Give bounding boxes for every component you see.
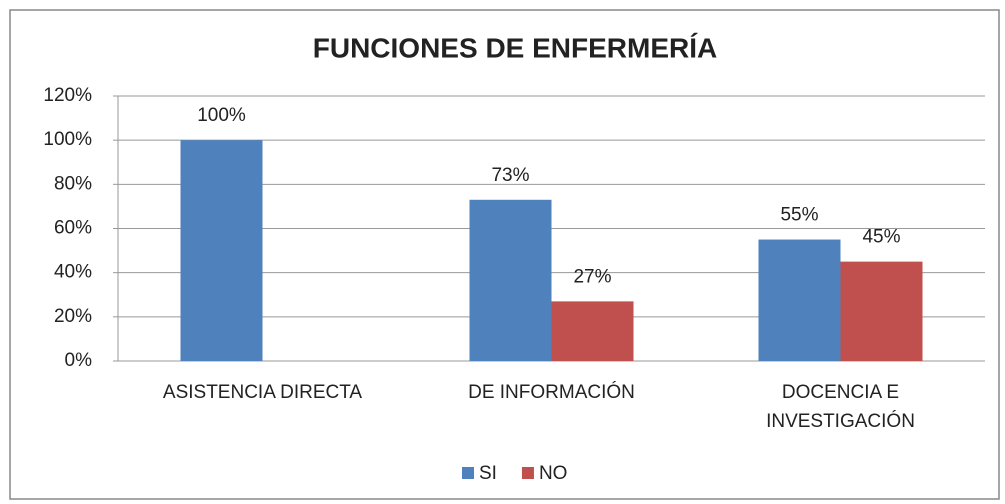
bar	[758, 239, 841, 361]
x-tick-label: DOCENCIA E INVESTIGACIÓN	[766, 382, 915, 432]
y-tick-label: 120%	[43, 85, 92, 106]
data-label: 45%	[862, 227, 900, 248]
y-tick-label: 80%	[54, 173, 92, 194]
data-label: 100%	[197, 105, 246, 126]
bar	[180, 140, 263, 361]
bar	[551, 301, 634, 361]
bar	[469, 199, 552, 361]
y-tick-label: 20%	[54, 306, 92, 327]
data-label: 27%	[573, 266, 611, 287]
data-label: 73%	[491, 165, 529, 186]
bar	[840, 261, 923, 361]
chart-title: FUNCIONES DE ENFERMERÍA	[313, 32, 717, 63]
y-tick-label: 60%	[54, 218, 92, 239]
y-tick-label: 0%	[65, 350, 93, 371]
data-label: 55%	[780, 205, 818, 226]
legend-swatch	[521, 467, 534, 479]
legend-label: NO	[539, 463, 568, 484]
legend-swatch	[462, 467, 474, 479]
legend-label: SI	[479, 463, 497, 484]
y-tick-label: 40%	[54, 262, 92, 283]
x-tick-label: ASISTENCIA DIRECTA	[163, 382, 363, 403]
x-tick-label: DE INFORMACIÓN	[468, 381, 635, 403]
y-tick-label: 100%	[43, 129, 92, 150]
